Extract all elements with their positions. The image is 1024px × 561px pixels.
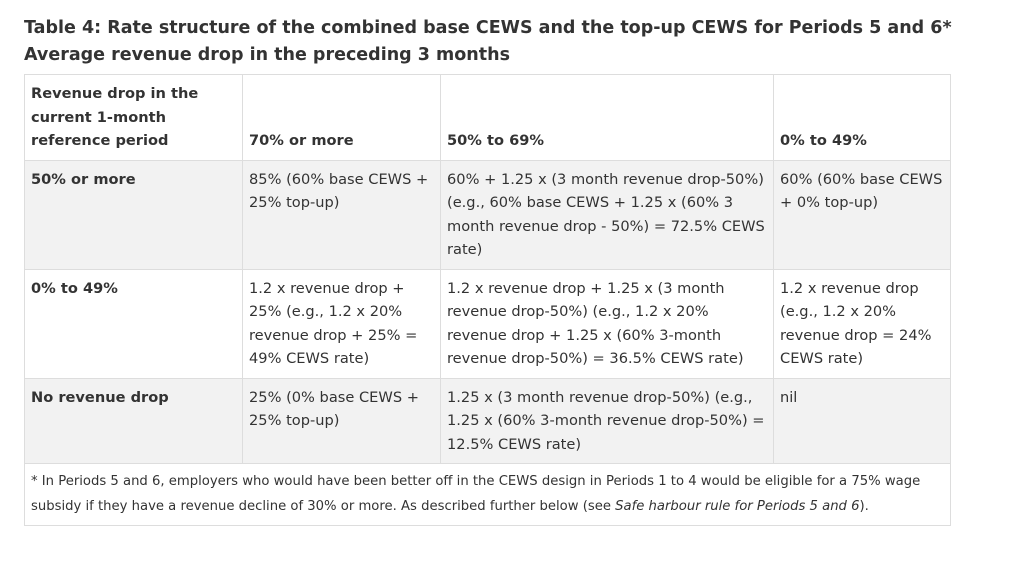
table-subtitle: Average revenue drop in the preceding 3 … [24,45,511,65]
row-header-cell: No revenue drop [24,377,243,464]
table-cell: nil [773,377,951,464]
table-cell: 1.2 x revenue drop (e.g., 1.2 x 20% reve… [773,268,951,379]
table-cell: 25% (0% base CEWS + 25% top-up) [242,377,441,464]
row-header-cell: 0% to 49% [24,268,243,379]
table-title: Table 4: Rate structure of the combined … [24,18,952,38]
footnote-reference: Safe harbour rule for Periods 5 and 6 [615,499,860,514]
table-row: 50% or more 85% (60% base CEWS + 25% top… [24,159,951,270]
header-cell: 0% to 49% [773,74,951,161]
header-cell: Revenue drop in the current 1-month refe… [24,74,243,161]
table-cell: 60% (60% base CEWS + 0% top-up) [773,159,951,270]
table-row: No revenue drop 25% (0% base CEWS + 25% … [24,377,951,464]
footnote-end: ). [859,499,869,514]
footnote-row: * In Periods 5 and 6, employers who woul… [24,463,951,526]
table-cell: 1.25 x (3 month revenue drop-50%) (e.g.,… [440,377,774,464]
header-row: Revenue drop in the current 1-month refe… [24,74,951,161]
table-cell: 85% (60% base CEWS + 25% top-up) [242,159,441,270]
table-cell: 60% + 1.25 x (3 month revenue drop-50%) … [440,159,774,270]
table-row: 0% to 49% 1.2 x revenue drop + 25% (e.g.… [24,268,951,379]
row-header-cell: 50% or more [24,159,243,270]
table-footnote: * In Periods 5 and 6, employers who woul… [24,463,951,526]
table-container: Table 4: Rate structure of the combined … [24,14,952,526]
header-cell: 70% or more [242,74,441,161]
rate-structure-table: Revenue drop in the current 1-month refe… [24,74,951,526]
header-cell: 50% to 69% [440,74,774,161]
footnote-text: * In Periods 5 and 6, employers who woul… [31,474,921,514]
table-cell: 1.2 x revenue drop + 1.25 x (3 month rev… [440,268,774,379]
table-cell: 1.2 x revenue drop + 25% (e.g., 1.2 x 20… [242,268,441,379]
